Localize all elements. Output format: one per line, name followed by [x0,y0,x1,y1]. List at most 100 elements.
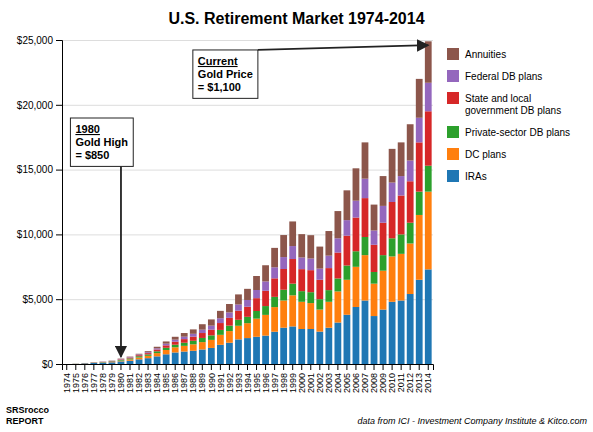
bar [127,357,134,359]
bar [344,266,351,280]
tick-mark [256,364,257,370]
tick-mark [84,364,85,370]
tick-mark [419,364,420,370]
bar [109,360,116,361]
bar [136,353,143,355]
bar [271,248,278,267]
bar [425,41,432,82]
bar [298,302,305,329]
bar [181,346,188,352]
bar [72,363,79,364]
bar [235,305,242,311]
bar [226,312,233,317]
bar [344,236,351,266]
tick-mark [229,364,230,370]
grid-tick [62,105,433,106]
bar [344,280,351,315]
bar [190,337,197,341]
bar [199,349,206,364]
bar [190,351,197,364]
bar [190,329,197,333]
bar [280,257,287,269]
bar [371,284,378,316]
bar [81,363,88,364]
bar [235,339,242,364]
grid [62,41,433,365]
bar [235,320,242,326]
legend-label: IRAs [465,171,487,182]
legend-swatch [447,92,459,104]
grid-tick [62,170,433,171]
tick-mark [66,364,67,370]
bar [226,318,233,326]
tick-mark [410,364,411,370]
bar [154,356,161,364]
plot-area: $0$5,000$10,000$15,000$20,000$25,0001974… [17,35,434,393]
series [72,269,431,364]
annotation-arrow [258,45,428,50]
tick-mark [364,364,365,370]
bar [118,360,125,362]
bar [307,235,314,258]
bar [425,111,432,165]
tick-mark [157,364,158,370]
tick-mark [184,364,185,370]
bar [154,351,161,353]
bar [181,337,188,339]
tick-label: $20,000 [17,100,54,111]
grid-line [62,40,433,41]
bar [262,306,269,315]
bar [208,335,215,340]
bar [244,289,251,300]
bar [362,300,369,364]
bar [334,238,341,252]
bar [407,223,414,244]
bar [72,363,79,364]
bar [280,269,287,290]
bar [217,330,224,335]
title: U.S. Retirement Market 1974-2014 [168,10,424,27]
bar [362,198,369,237]
bar [244,323,251,338]
tick-mark [346,364,347,370]
bar [334,211,341,238]
bar [226,331,233,343]
bar [280,300,287,327]
bar [416,280,423,364]
tick-mark [428,364,429,370]
tick-mark [56,364,62,365]
bar [235,311,242,320]
bar [398,300,405,364]
tick-mark [102,364,103,370]
legend-label: State and localgovernment DB plans [465,93,561,116]
bar [253,311,260,319]
tick-label: $10,000 [17,229,54,240]
bar [172,347,179,352]
bar [244,338,251,364]
bar [136,356,143,357]
y-tick: $15,000 [17,164,62,175]
bar [416,118,423,143]
bar [253,319,260,337]
bar [380,223,387,255]
bar [72,363,79,364]
bar [425,83,432,112]
annotation-arrow [120,166,122,356]
axis-line [63,365,434,371]
annotation: 1980Gold High= $850 [70,118,133,357]
bar [289,284,296,296]
bar [316,269,323,280]
bar [353,307,360,364]
series [72,192,431,364]
bar [163,345,170,347]
tick-mark [355,364,356,370]
bar [325,231,332,256]
bar [425,166,432,192]
bar [307,259,314,271]
bar [81,363,88,364]
tick-mark [56,170,62,171]
bar [244,300,251,307]
bar [298,291,305,302]
tick-mark [193,364,194,370]
legend-label: DC plans [465,149,506,160]
